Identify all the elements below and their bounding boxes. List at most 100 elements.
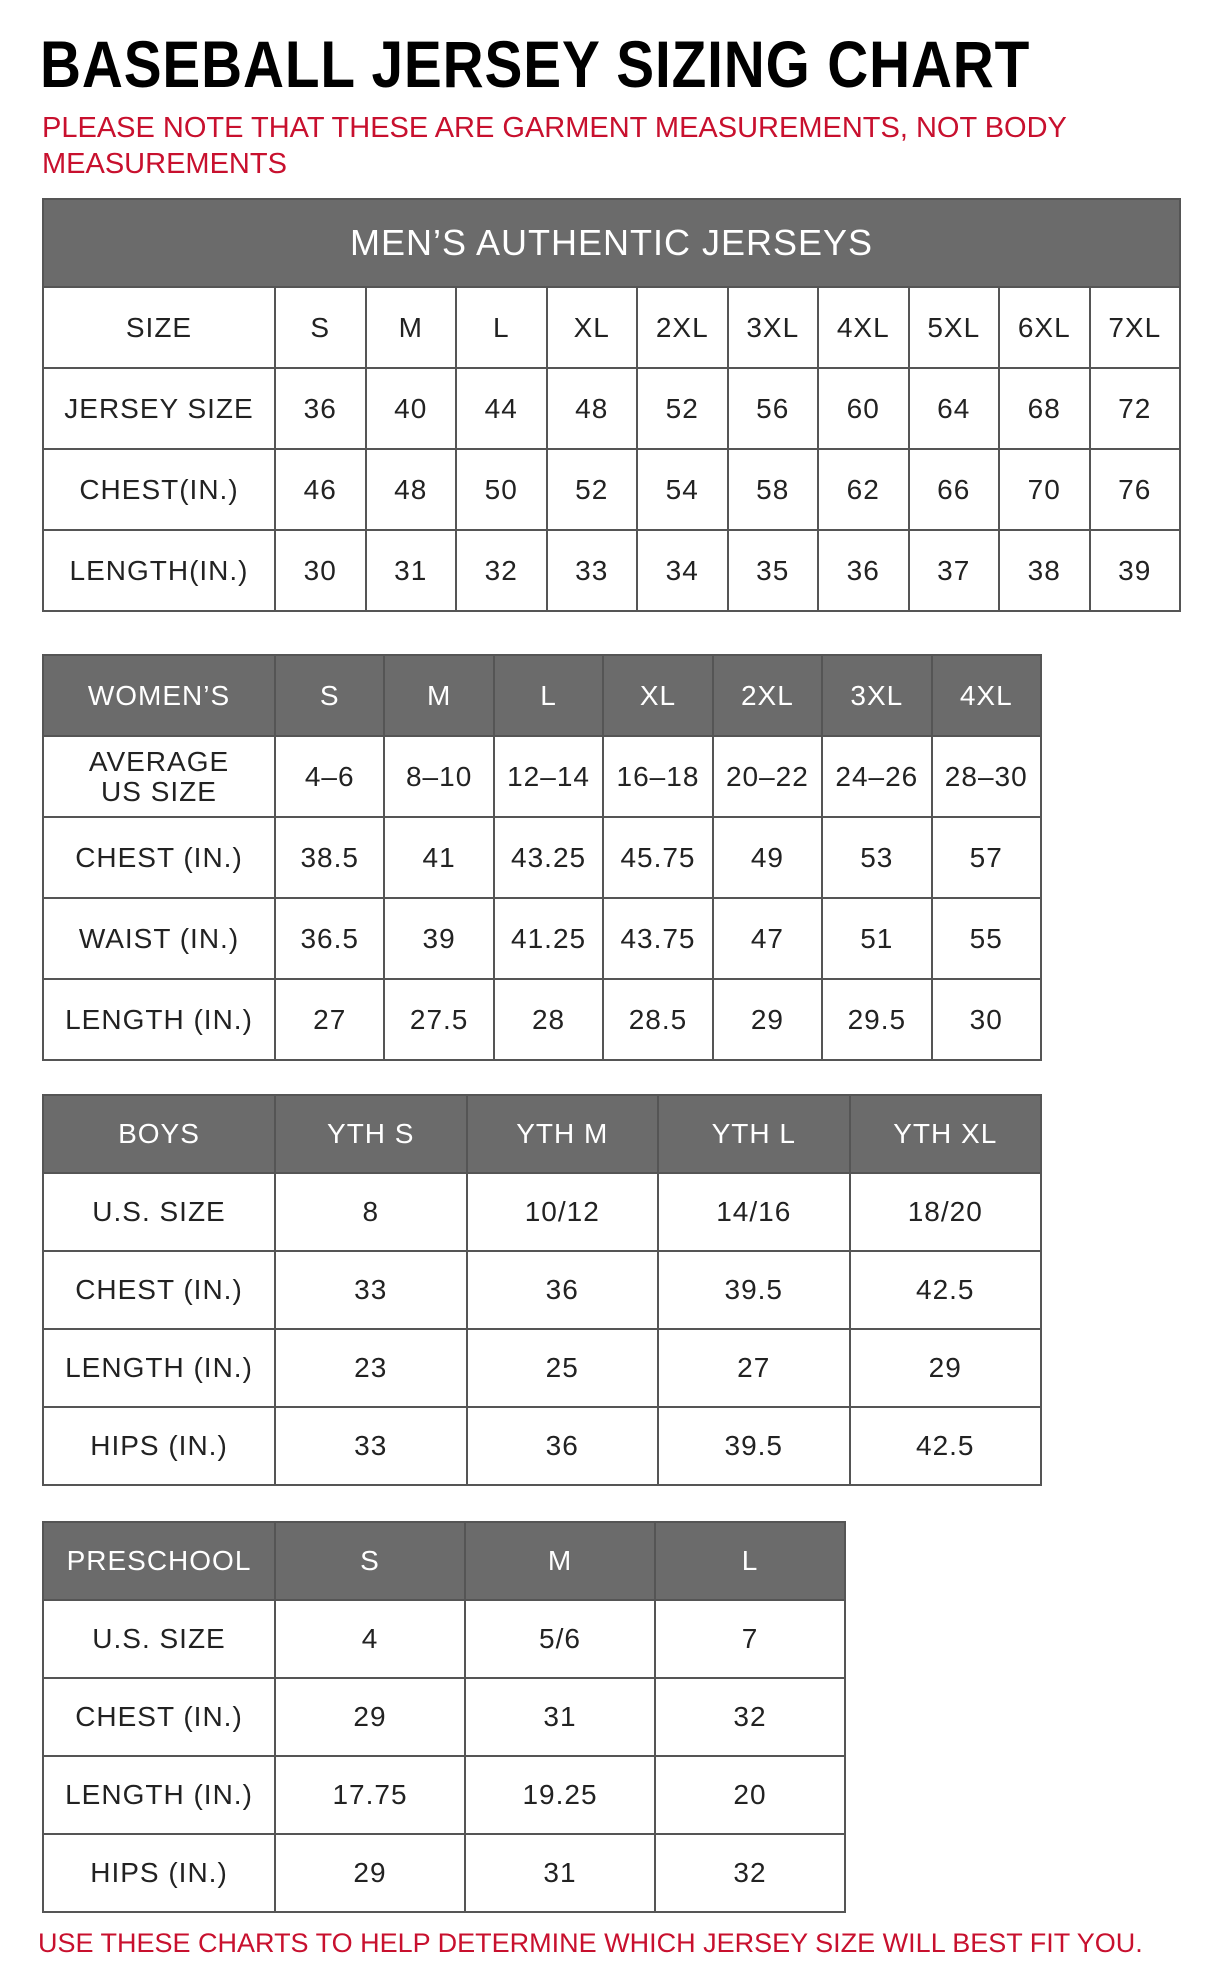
- table-caption: MEN’S AUTHENTIC JERSEYS: [41, 198, 1182, 288]
- header-cell: 3XL: [726, 286, 819, 369]
- header-cell: L: [455, 286, 548, 369]
- header-row: WOMEN’S S M L XL 2XL 3XL 4XL: [42, 654, 1042, 737]
- data-cell: 53: [821, 816, 933, 899]
- header-cell: L: [492, 654, 605, 737]
- data-cell: 23: [274, 1328, 468, 1408]
- data-cell: 33: [274, 1250, 468, 1330]
- data-row: U.S. SIZE 4 5/6 7: [42, 1599, 846, 1679]
- row-label: LENGTH(IN.): [42, 529, 276, 612]
- data-cell: 33: [545, 529, 638, 612]
- data-cell: 40: [364, 367, 457, 450]
- data-cell: 39: [1088, 529, 1182, 612]
- header-cell: S: [274, 1521, 466, 1601]
- data-cell: 12–14: [492, 735, 605, 818]
- data-cell: 27.5: [383, 978, 495, 1061]
- data-cell: 50: [455, 448, 548, 531]
- row-label: LENGTH (IN.): [42, 1328, 276, 1408]
- data-cell: 28–30: [930, 735, 1042, 818]
- header-cell: XL: [545, 286, 638, 369]
- header-cell: YTH XL: [848, 1094, 1042, 1174]
- header-cell: 4XL: [930, 654, 1042, 737]
- data-cell: 36: [465, 1406, 659, 1486]
- data-cell: 48: [364, 448, 457, 531]
- size-table: WOMEN’S S M L XL 2XL 3XL 4XL AVERAGE US SIZE 4–6 8…: [42, 654, 1042, 1061]
- data-cell: 62: [817, 448, 910, 531]
- data-cell: 36: [817, 529, 910, 612]
- data-cell: 29: [274, 1677, 466, 1757]
- data-cell: 31: [464, 1677, 656, 1757]
- header-cell: PRESCHOOL: [42, 1521, 276, 1601]
- data-cell: 76: [1088, 448, 1182, 531]
- row-label: LENGTH (IN.): [42, 1755, 276, 1835]
- header-cell: 6XL: [998, 286, 1091, 369]
- row-label: JERSEY SIZE: [42, 367, 276, 450]
- header-cell: YTH L: [657, 1094, 851, 1174]
- data-cell: 64: [907, 367, 1000, 450]
- data-cell: 54: [636, 448, 729, 531]
- size-table: PRESCHOOL S M L U.S. SIZE 4 5/6 7 CHEST (IN.) 29 3…: [42, 1521, 846, 1913]
- data-cell: 32: [654, 1833, 846, 1913]
- data-cell: 7: [654, 1599, 846, 1679]
- data-cell: 36.5: [273, 897, 386, 980]
- row-label: U.S. SIZE: [42, 1172, 276, 1252]
- data-cell: 66: [907, 448, 1000, 531]
- data-cell: 57: [930, 816, 1042, 899]
- data-cell: 27: [657, 1328, 851, 1408]
- row-label: CHEST(IN.): [42, 448, 276, 531]
- data-cell: 68: [998, 367, 1091, 450]
- data-cell: 38: [998, 529, 1091, 612]
- header-row: SIZE S M L XL 2XL 3XL 4XL 5XL 6XL 7XL: [42, 286, 1182, 369]
- data-cell: 48: [545, 367, 638, 450]
- data-cell: 29: [711, 978, 824, 1061]
- data-cell: 17.75: [274, 1755, 466, 1835]
- title: BASEBALL JERSEY SIZING CHART: [40, 27, 1031, 101]
- data-cell: 29.5: [821, 978, 933, 1061]
- row-label: CHEST (IN.): [42, 1250, 276, 1330]
- data-row: U.S. SIZE 8 10/12 14/16 18/20: [42, 1172, 1042, 1252]
- data-cell: 32: [455, 529, 548, 612]
- row-label: U.S. SIZE: [42, 1599, 276, 1679]
- data-cell: 28: [492, 978, 605, 1061]
- caption-row: MEN’S AUTHENTIC JERSEYS: [41, 198, 1182, 288]
- data-cell: 4–6: [273, 735, 386, 818]
- data-cell: 43.75: [602, 897, 714, 980]
- data-cell: 39: [383, 897, 495, 980]
- data-cell: 8–10: [383, 735, 495, 818]
- data-row: LENGTH(IN.) 30 31 32 33 34 35 36 37 38 39: [42, 529, 1182, 612]
- data-cell: 72: [1088, 367, 1182, 450]
- header-cell: S: [274, 286, 367, 369]
- data-cell: 19.25: [464, 1755, 656, 1835]
- data-cell: 49: [711, 816, 824, 899]
- header-cell: YTH M: [465, 1094, 659, 1174]
- header-cell: 3XL: [821, 654, 933, 737]
- data-cell: 36: [465, 1250, 659, 1330]
- data-cell: 20–22: [711, 735, 824, 818]
- data-cell: 29: [848, 1328, 1042, 1408]
- data-cell: 27: [273, 978, 386, 1061]
- row-label: LENGTH (IN.): [42, 978, 276, 1061]
- data-cell: 55: [930, 897, 1042, 980]
- data-cell: 38.5: [273, 816, 386, 899]
- header-cell: M: [364, 286, 457, 369]
- header-cell: XL: [602, 654, 714, 737]
- data-cell: 25: [465, 1328, 659, 1408]
- data-cell: 37: [907, 529, 1000, 612]
- data-cell: 4: [274, 1599, 466, 1679]
- data-cell: 31: [364, 529, 457, 612]
- data-cell: 42.5: [848, 1250, 1042, 1330]
- data-row: HIPS (IN.) 29 31 32: [42, 1833, 846, 1913]
- data-cell: 29: [274, 1833, 466, 1913]
- row-label: WAIST (IN.): [42, 897, 276, 980]
- header-row: BOYS YTH S YTH M YTH L YTH XL: [42, 1094, 1042, 1174]
- note: PLEASE NOTE THAT THESE ARE GARMENT MEASU…: [42, 112, 1067, 180]
- data-cell: 34: [636, 529, 729, 612]
- data-row: WAIST (IN.) 36.5 39 41.25 43.75 47 51 55: [42, 897, 1042, 980]
- data-cell: 14/16: [657, 1172, 851, 1252]
- data-cell: 32: [654, 1677, 846, 1757]
- data-cell: 39.5: [657, 1250, 851, 1330]
- data-cell: 52: [545, 448, 638, 531]
- data-cell: 41: [383, 816, 495, 899]
- data-row: CHEST (IN.) 38.5 41 43.25 45.75 49 53 57: [42, 816, 1042, 899]
- data-cell: 52: [636, 367, 729, 450]
- size-table: MEN’S AUTHENTIC JERSEYS SIZE S M L XL 2XL 3XL 4X…: [41, 198, 1182, 612]
